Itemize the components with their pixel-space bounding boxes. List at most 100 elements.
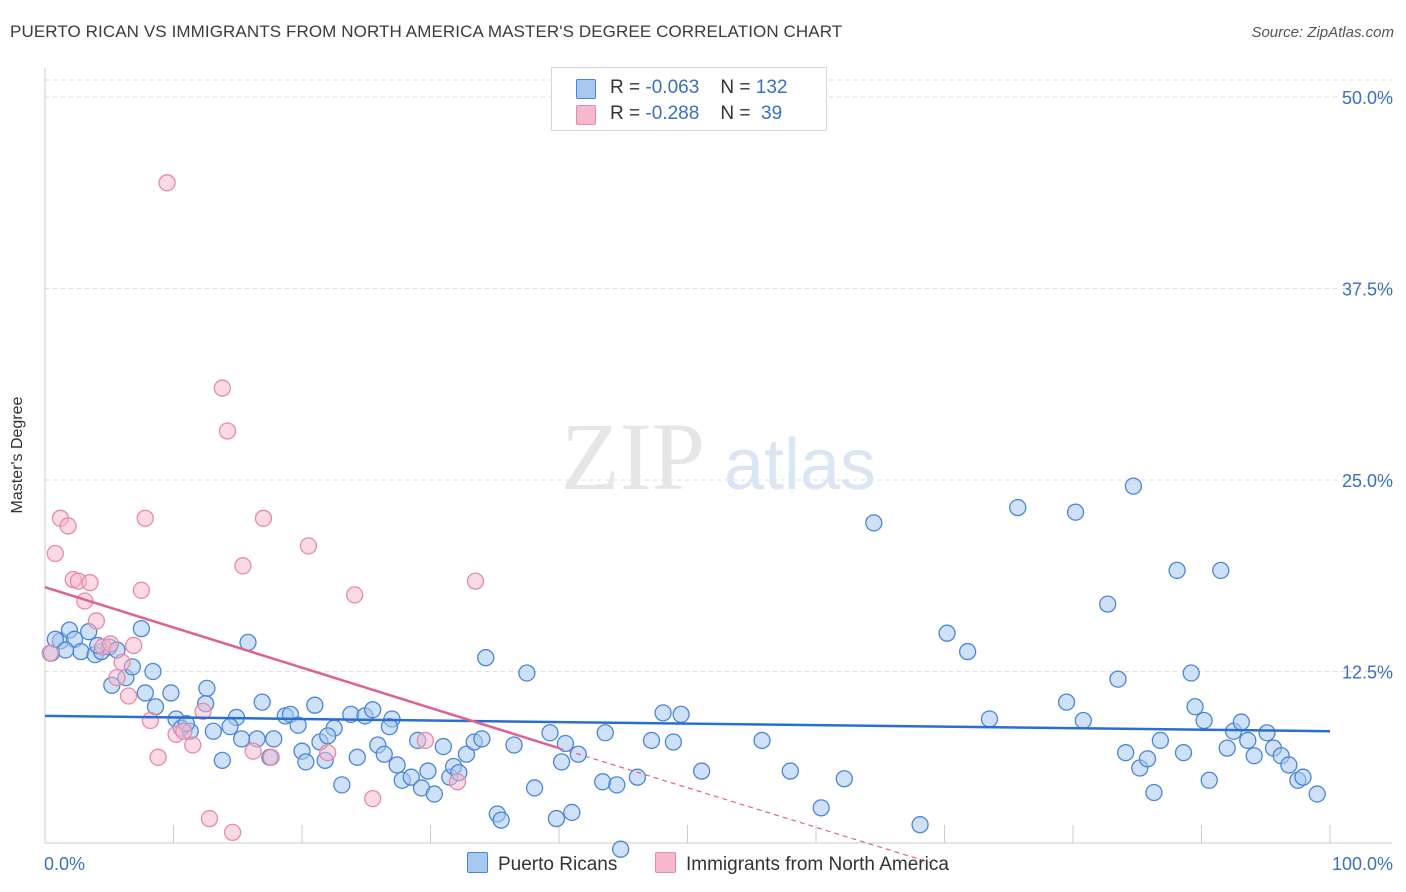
data-point-immigrant	[184, 736, 202, 754]
trend-line-puerto-ricans	[44, 714, 1331, 733]
axes	[44, 68, 1392, 844]
data-point-puerto-rican	[556, 734, 575, 753]
watermark-zip: ZIP	[561, 403, 705, 510]
x-tick-label-min: 0.0%	[44, 854, 85, 874]
y-axis-label: Master's Degree	[9, 396, 26, 514]
legend-r-value: -0.288	[645, 103, 700, 124]
data-point-immigrant	[262, 748, 280, 766]
tick-labels: 12.5% 25.0% 37.5% 50.0% 0.0% 100.0%	[44, 88, 1393, 874]
data-point-puerto-rican	[958, 642, 977, 661]
data-point-puerto-rican	[380, 718, 399, 736]
x-tick-label-max: 100.0%	[1332, 854, 1393, 874]
data-point-puerto-rican	[297, 753, 315, 771]
data-point-puerto-rican	[1182, 664, 1200, 682]
data-point-puerto-rican	[364, 701, 382, 719]
data-point-immigrant	[244, 742, 262, 760]
data-point-immigrant	[108, 668, 126, 687]
data-point-immigrant	[299, 537, 318, 555]
data-point-immigrant	[466, 572, 485, 590]
data-point-puerto-rican	[1074, 711, 1092, 730]
data-point-puerto-rican	[525, 779, 544, 797]
data-point-puerto-rican	[132, 619, 151, 638]
source-label: Source: ZipAtlas.com	[1251, 24, 1394, 41]
data-point-immigrant	[149, 748, 167, 766]
data-point-puerto-rican	[1308, 785, 1326, 803]
data-point-puerto-rican	[388, 756, 406, 774]
data-point-puerto-rican	[457, 745, 476, 763]
data-point-immigrant	[125, 636, 143, 655]
data-point-immigrant	[136, 509, 154, 527]
data-point-puerto-rican	[1066, 503, 1085, 521]
data-point-puerto-rican	[434, 737, 453, 756]
data-point-puerto-rican	[1145, 783, 1163, 802]
data-point-puerto-rican	[1009, 498, 1027, 517]
legend-label-immigrants: Immigrants from North America	[686, 854, 949, 875]
data-point-puerto-rican	[473, 730, 491, 748]
trend-lines	[44, 586, 1331, 864]
data-point-puerto-rican	[547, 809, 566, 828]
data-point-puerto-rican	[1186, 698, 1204, 716]
data-point-puerto-rican	[1218, 739, 1236, 757]
data-point-puerto-rican	[865, 514, 883, 532]
data-point-puerto-rican	[1294, 768, 1312, 786]
data-point-immigrant	[41, 644, 59, 662]
data-point-puerto-rican	[375, 745, 393, 763]
legend-r-value: -0.063	[645, 77, 700, 98]
data-point-immigrant	[416, 731, 435, 750]
data-point-puerto-rican	[563, 803, 581, 822]
y-tick-label: 12.5%	[1342, 663, 1393, 683]
data-point-puerto-rican	[1057, 693, 1076, 711]
data-point-puerto-rican	[348, 748, 366, 766]
data-point-puerto-rican	[672, 705, 690, 724]
data-point-immigrant	[200, 809, 219, 828]
data-point-immigrant	[175, 722, 193, 740]
data-point-puerto-rican	[402, 768, 420, 786]
data-point-puerto-rican	[56, 641, 75, 659]
data-point-immigrant	[81, 573, 99, 592]
legend-swatch-pink	[576, 105, 596, 125]
bottom-legend-immigrants[interactable]: Immigrants from North America	[655, 852, 949, 876]
data-point-puerto-rican	[477, 649, 495, 667]
data-point-immigrant	[87, 612, 106, 630]
data-point-immigrant	[364, 790, 382, 808]
data-point-puerto-rican	[1200, 771, 1218, 789]
data-point-puerto-rican	[1168, 561, 1186, 580]
legend-label-puerto-ricans: Puerto Ricans	[498, 854, 618, 875]
data-point-puerto-rican	[1239, 731, 1257, 750]
data-point-immigrant	[234, 557, 252, 575]
data-point-puerto-rican	[144, 662, 162, 681]
data-point-puerto-rican	[306, 696, 324, 714]
data-point-immigrant	[346, 586, 364, 604]
data-point-puerto-rican	[664, 733, 683, 751]
data-point-puerto-rican	[1174, 744, 1193, 762]
data-point-immigrant	[448, 773, 467, 791]
data-point-puerto-rican	[781, 762, 799, 780]
data-point-puerto-rican	[541, 724, 559, 742]
data-point-puerto-rican	[1245, 747, 1263, 765]
data-point-puerto-rican	[319, 727, 337, 745]
data-point-puerto-rican	[198, 679, 216, 698]
trend-line-immigrants-extension	[558, 747, 932, 864]
legend-n-label: N =	[720, 103, 751, 124]
data-point-puerto-rican	[518, 664, 536, 682]
watermark-atlas: atlas	[724, 425, 876, 505]
data-point-immigrant	[218, 422, 237, 440]
data-point-puerto-rican	[72, 642, 90, 661]
data-point-puerto-rican	[692, 762, 711, 780]
data-point-puerto-rican	[204, 722, 222, 740]
data-point-puerto-rican	[213, 751, 231, 770]
data-point-puerto-rican	[419, 762, 437, 780]
y-tick-label: 50.0%	[1342, 88, 1393, 108]
y-tick-label: 25.0%	[1342, 471, 1393, 491]
data-point-puerto-rican	[289, 716, 307, 734]
data-point-immigrant	[194, 702, 212, 720]
correlation-legend: R = -0.063 N = 132 R = -0.288 N = 39	[551, 67, 827, 131]
trend-line-immigrants	[44, 586, 560, 750]
data-point-puerto-rican	[1280, 756, 1298, 774]
data-point-puerto-rican	[333, 776, 351, 794]
bottom-legend-puerto-ricans[interactable]: Puerto Ricans	[467, 852, 617, 876]
legend-r-label: R =	[610, 103, 641, 124]
data-point-immigrant	[119, 687, 138, 705]
data-point-puerto-rican	[1258, 724, 1276, 742]
data-point-immigrant	[113, 653, 131, 671]
